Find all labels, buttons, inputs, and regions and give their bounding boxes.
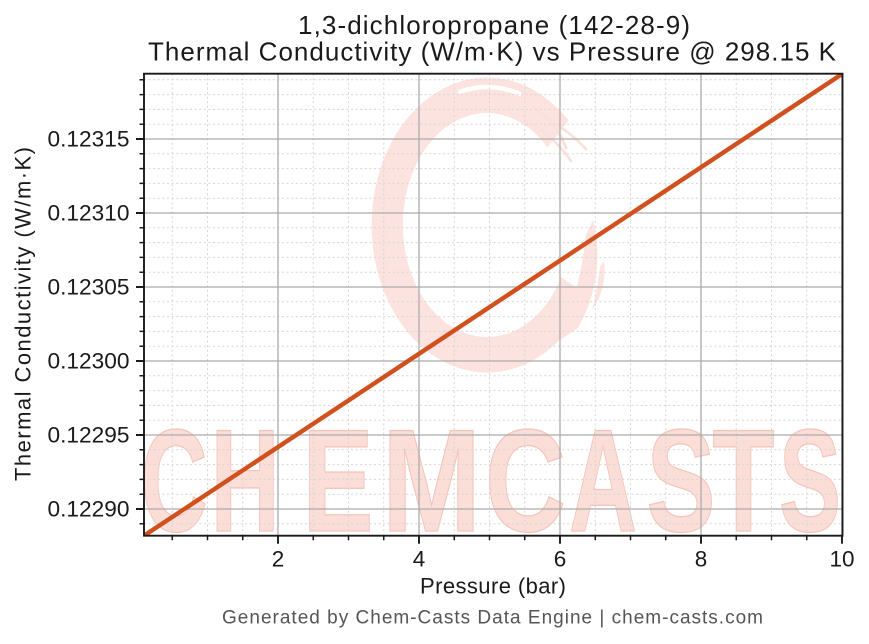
svg-text:6: 6 <box>554 547 567 572</box>
svg-text:M: M <box>382 399 481 562</box>
svg-text:S: S <box>779 399 841 562</box>
svg-text:C: C <box>141 399 208 562</box>
svg-text:10: 10 <box>829 547 854 572</box>
svg-text:0.12290: 0.12290 <box>48 496 130 521</box>
svg-text:Thermal Conductivity (W/m·K) v: Thermal Conductivity (W/m·K) vs Pressure… <box>148 37 837 67</box>
svg-text:0.12295: 0.12295 <box>48 422 130 447</box>
svg-text:0.12310: 0.12310 <box>48 200 130 225</box>
svg-text:0.12305: 0.12305 <box>48 274 130 299</box>
svg-text:8: 8 <box>695 547 708 572</box>
svg-text:0.12300: 0.12300 <box>48 348 130 373</box>
svg-text:H: H <box>211 399 280 562</box>
svg-text:A: A <box>569 399 637 562</box>
svg-text:0.12315: 0.12315 <box>48 126 130 151</box>
svg-text:2: 2 <box>272 547 285 572</box>
svg-text:4: 4 <box>413 547 426 572</box>
svg-text:T: T <box>713 399 775 562</box>
svg-text:1,3-dichloropropane (142-28-9): 1,3-dichloropropane (142-28-9) <box>298 10 690 40</box>
svg-text:Thermal Conductivity (W/m·K): Thermal Conductivity (W/m·K) <box>11 147 36 481</box>
svg-text:Generated by Chem-Casts Data E: Generated by Chem-Casts Data Engine | ch… <box>222 608 763 629</box>
svg-text:Pressure (bar): Pressure (bar) <box>420 574 566 599</box>
svg-text:S: S <box>647 399 716 562</box>
